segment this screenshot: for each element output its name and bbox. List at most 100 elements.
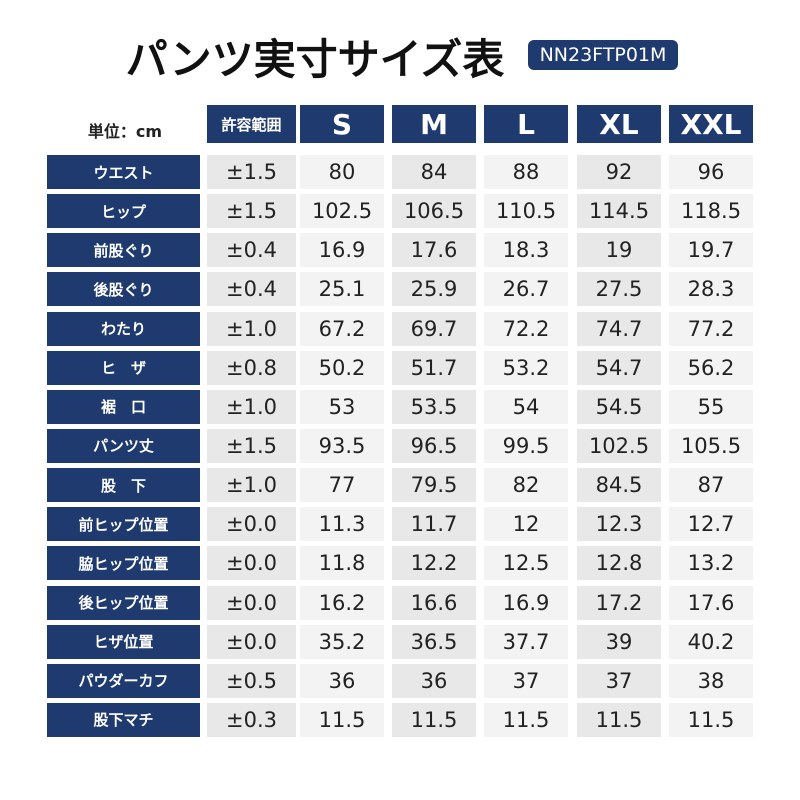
cell-value: ±1.0: [207, 468, 296, 503]
cell-value: ±0.0: [207, 507, 296, 542]
cell-value: 99.5: [484, 428, 568, 463]
cell-value: 53.2: [484, 350, 568, 385]
cell-value: 16.9: [484, 585, 568, 620]
cell-value: 93.5: [300, 428, 384, 463]
cell-value: ±1.5: [207, 428, 296, 463]
column-header: XL: [577, 105, 661, 143]
cell-value: 19: [577, 233, 661, 268]
cell-value: 96: [669, 155, 753, 189]
cell-value: 16.2: [300, 585, 384, 620]
cell-value: 54: [484, 389, 568, 424]
cell-value: 36.5: [392, 624, 476, 659]
cell-value: 38: [669, 663, 753, 698]
cell-value: 102.5: [300, 194, 384, 229]
cell-value: 12.7: [669, 507, 753, 542]
cell-value: 77: [300, 468, 384, 503]
cell-value: 36: [392, 663, 476, 698]
cell-value: ±1.0: [207, 311, 296, 346]
cell-value: 18.3: [484, 233, 568, 268]
row-label: 脇ヒップ位置: [47, 546, 200, 581]
column-header: M: [392, 105, 476, 143]
cell-value: 11.7: [392, 507, 476, 542]
cell-value: ±0.0: [207, 624, 296, 659]
cell-value: 11.5: [669, 702, 753, 737]
cell-value: 77.2: [669, 311, 753, 346]
row-label: 股 下: [47, 468, 200, 503]
cell-value: 12.3: [577, 507, 661, 542]
row-label: ヒザ位置: [47, 624, 200, 659]
cell-value: 17.2: [577, 585, 661, 620]
cell-value: 26.7: [484, 272, 568, 307]
cell-value: ±0.0: [207, 585, 296, 620]
cell-value: 92: [577, 155, 661, 189]
cell-value: 69.7: [392, 311, 476, 346]
cell-value: 79.5: [392, 468, 476, 503]
cell-value: 27.5: [577, 272, 661, 307]
row-label: ウエスト: [47, 155, 200, 189]
cell-value: ±1.5: [207, 155, 296, 189]
cell-value: 54.5: [577, 389, 661, 424]
cell-value: 118.5: [669, 194, 753, 229]
cell-value: 25.9: [392, 272, 476, 307]
row-label: パウダーカフ: [47, 663, 200, 698]
cell-value: 13.2: [669, 546, 753, 581]
column-header: 許容範囲: [207, 105, 296, 143]
cell-value: 12: [484, 507, 568, 542]
cell-value: 17.6: [669, 585, 753, 620]
cell-value: ±0.4: [207, 272, 296, 307]
cell-value: 19.7: [669, 233, 753, 268]
cell-value: 51.7: [392, 350, 476, 385]
cell-value: 40.2: [669, 624, 753, 659]
cell-value: 110.5: [484, 194, 568, 229]
cell-value: 36: [300, 663, 384, 698]
cell-value: 12.2: [392, 546, 476, 581]
title: パンツ実寸サイズ表: [125, 34, 505, 84]
cell-value: 105.5: [669, 428, 753, 463]
row-label: ヒップ: [47, 194, 200, 229]
cell-value: 84: [392, 155, 476, 189]
cell-value: 35.2: [300, 624, 384, 659]
row-label: わたり: [47, 311, 200, 346]
cell-value: 102.5: [577, 428, 661, 463]
cell-value: ±0.4: [207, 233, 296, 268]
cell-value: 37.7: [484, 624, 568, 659]
cell-value: 82: [484, 468, 568, 503]
row-label: 後股ぐり: [47, 272, 200, 307]
cell-value: 11.5: [577, 702, 661, 737]
row-label: パンツ丈: [47, 428, 200, 463]
cell-value: 53: [300, 389, 384, 424]
cell-value: 11.8: [300, 546, 384, 581]
row-label: 前ヒップ位置: [47, 507, 200, 542]
row-label: 裾 口: [47, 389, 200, 424]
cell-value: 11.5: [484, 702, 568, 737]
cell-value: 16.6: [392, 585, 476, 620]
cell-value: 11.3: [300, 507, 384, 542]
cell-value: 67.2: [300, 311, 384, 346]
cell-value: ±0.8: [207, 350, 296, 385]
cell-value: ±1.5: [207, 194, 296, 229]
cell-value: ±0.0: [207, 546, 296, 581]
cell-value: ±0.5: [207, 663, 296, 698]
unit-label: 単位：cm: [87, 122, 163, 141]
row-label: 前股ぐり: [47, 233, 200, 268]
row-label: 後ヒップ位置: [47, 585, 200, 620]
cell-value: 28.3: [669, 272, 753, 307]
cell-value: 25.1: [300, 272, 384, 307]
cell-value: 53.5: [392, 389, 476, 424]
cell-value: 80: [300, 155, 384, 189]
cell-value: 11.5: [392, 702, 476, 737]
cell-value: 54.7: [577, 350, 661, 385]
row-label: 股下マチ: [47, 702, 200, 737]
cell-value: 106.5: [392, 194, 476, 229]
cell-value: ±0.3: [207, 702, 296, 737]
column-header: L: [484, 105, 568, 143]
cell-value: 39: [577, 624, 661, 659]
cell-value: 11.5: [300, 702, 384, 737]
column-header: XXL: [669, 105, 753, 143]
cell-value: 87: [669, 468, 753, 503]
cell-value: 96.5: [392, 428, 476, 463]
cell-value: 55: [669, 389, 753, 424]
cell-value: 74.7: [577, 311, 661, 346]
cell-value: 17.6: [392, 233, 476, 268]
